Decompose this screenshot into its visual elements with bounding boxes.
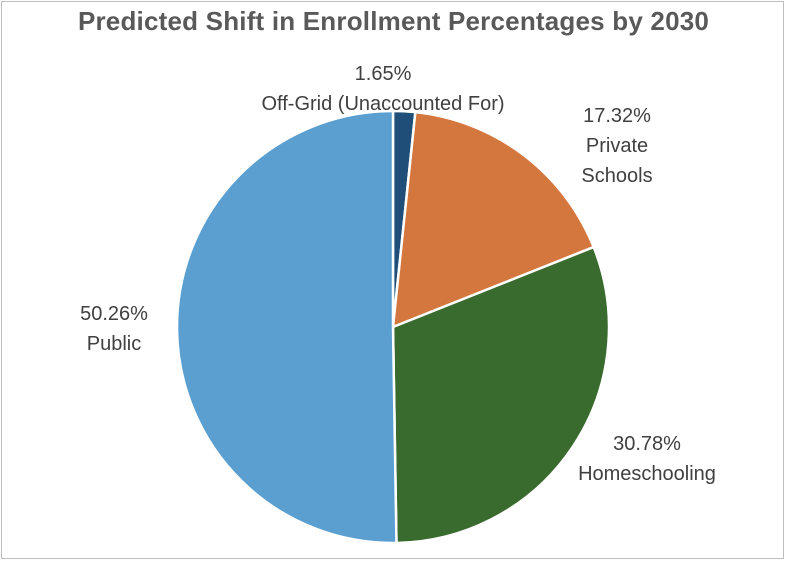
data-label-category-private-schools: Private (586, 135, 648, 157)
data-label-category-off-grid-unaccounted-for: Off-Grid (Unaccounted For) (261, 93, 504, 115)
chart-title: Predicted Shift in Enrollment Percentage… (77, 6, 710, 36)
data-label-category-homeschooling: Homeschooling (578, 463, 716, 485)
data-label-value-off-grid-unaccounted-for: 1.65% (355, 63, 412, 85)
data-label-category-public: Public (87, 333, 141, 355)
data-label-value-private-schools: 17.32% (583, 105, 651, 127)
data-label-value-public: 50.26% (80, 303, 148, 325)
pie-slice-private-schools (391, 110, 595, 329)
pie-slice-public (175, 109, 398, 545)
data-label-value-homeschooling: 30.78% (613, 433, 681, 455)
pie-slice-homeschooling (391, 245, 611, 545)
data-label-category-private-schools: Schools (581, 165, 652, 187)
